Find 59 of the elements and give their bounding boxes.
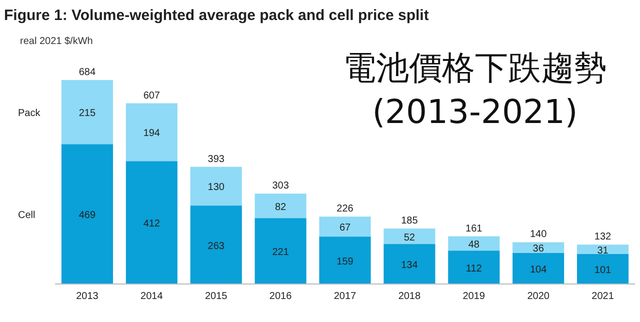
total-label: 226 [336,204,354,215]
bar [448,250,500,284]
bar [319,236,371,284]
bar [577,254,629,284]
x-tick-label: 2015 [204,291,228,302]
data-label: 159 [336,256,354,268]
data-label: 134 [401,260,418,272]
data-label: 48 [468,239,480,250]
bar [254,194,306,218]
data-label: 104 [530,264,548,276]
bar [384,244,436,284]
data-label: 52 [404,232,416,244]
bar [577,244,629,254]
data-label: 112 [466,263,482,274]
total-label: 684 [78,67,96,78]
bar [512,242,564,253]
bar [126,161,178,284]
y-axis-title: real 2021 $/kWh [20,36,93,47]
total-label: 140 [530,229,548,240]
x-tick-label: 2018 [398,291,422,302]
data-label: 130 [208,182,225,194]
data-label: 469 [78,210,96,222]
data-label: 215 [78,108,96,120]
data-label: 36 [532,244,544,255]
data-label: 221 [272,247,290,258]
x-tick-label: 2021 [592,291,614,302]
bar [319,216,371,237]
data-label: 31 [597,245,609,256]
total-label: 185 [401,216,418,227]
bar [384,228,436,244]
total-label: 303 [272,180,290,192]
data-label: 412 [143,218,160,230]
data-label: 101 [594,264,612,276]
total-label: 132 [594,232,612,243]
data-label: 194 [143,128,160,140]
bar [190,206,242,284]
text: Cell [18,210,36,222]
bar [61,80,113,144]
total-label: 161 [466,223,483,234]
bar [126,103,178,162]
x-tick-label: 2020 [527,291,550,302]
x-tick-label: 2017 [334,291,357,302]
data-label: 263 [208,240,225,252]
bar [512,252,564,284]
bar [190,166,242,206]
x-tick-label: 2019 [462,291,486,302]
x-tick-label: 2013 [76,291,99,302]
chart-title: Figure 1: Volume-weighted average pack and cell price split [4,7,429,24]
bar [61,144,113,284]
x-tick-label: 2014 [140,291,164,302]
data-label: 67 [339,222,351,234]
bar [448,236,500,251]
total-label: 393 [208,154,225,165]
text: Pack [18,108,42,120]
x-tick-label: 2016 [269,291,292,302]
total-label: 607 [143,90,160,102]
bar [254,218,306,284]
data-label: 82 [274,202,287,213]
chart-subtitle: 電池價格下跌趨勢 (2013-2021) [342,47,608,133]
